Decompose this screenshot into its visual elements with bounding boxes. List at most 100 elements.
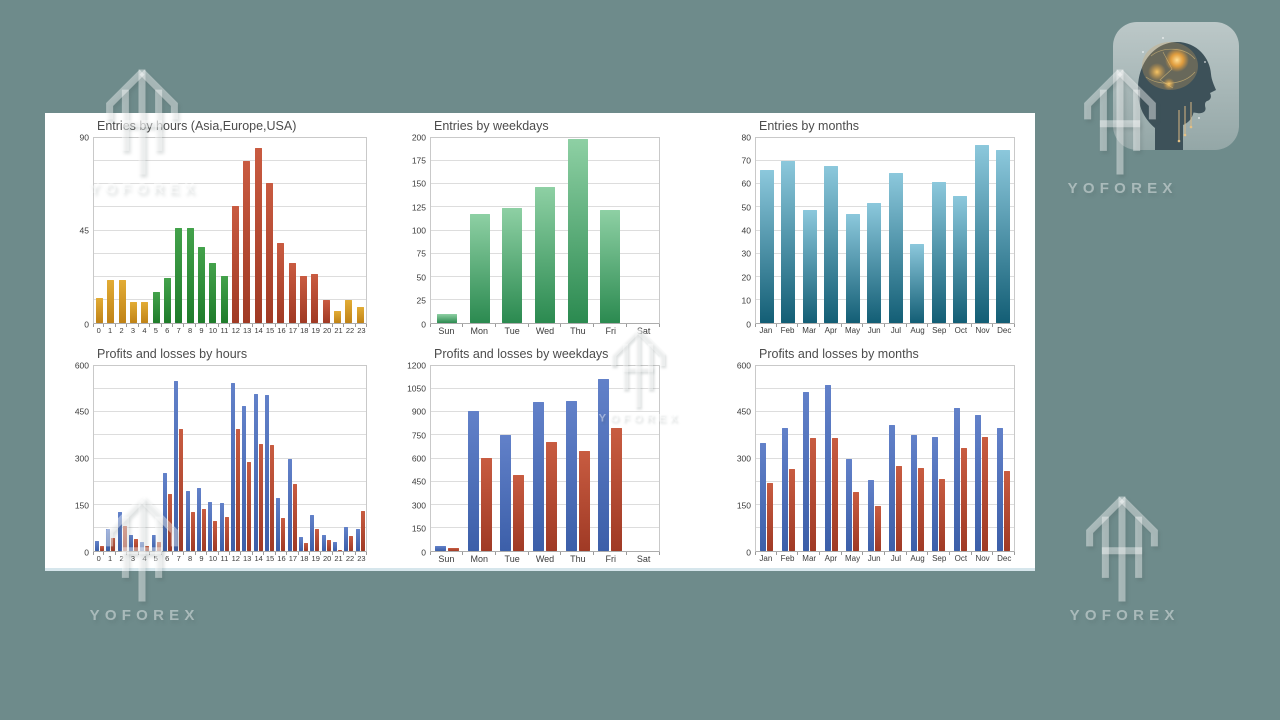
bar-group	[241, 138, 252, 323]
x-axis-label: Dec	[993, 324, 1015, 338]
bar-group	[321, 138, 332, 323]
bar	[996, 149, 1011, 323]
chart-title: Profits and losses by weekdays	[434, 347, 609, 361]
bar	[118, 279, 126, 323]
x-axis-label: Feb	[777, 324, 799, 338]
bar-group	[561, 138, 594, 323]
bar	[130, 302, 138, 323]
x-axis-label: Thu	[561, 324, 595, 338]
y-axis-label: 30	[741, 248, 751, 259]
watermark-text: YOFOREX	[89, 607, 200, 624]
bar	[974, 144, 989, 323]
x-axis-label: Mon	[463, 552, 496, 566]
y-axis-label: 40	[741, 225, 751, 236]
bar-group	[950, 366, 972, 551]
x-axis-label: 19	[310, 552, 322, 566]
bar-profits	[321, 534, 326, 551]
watermark-text: YOFOREX	[1069, 607, 1180, 624]
bar-group	[799, 138, 821, 323]
bar-group	[173, 366, 184, 551]
bar	[356, 306, 364, 323]
y-axis-label: 750	[411, 429, 426, 440]
bar	[243, 160, 251, 323]
x-axis-label: May	[842, 324, 864, 338]
grid-line	[431, 388, 659, 390]
grid-line	[431, 434, 659, 436]
bar-group	[529, 138, 562, 323]
bar-group	[594, 366, 627, 551]
bar-group	[864, 138, 886, 323]
bar-losses	[134, 539, 139, 551]
y-axis-label: 0	[421, 318, 426, 329]
y-axis-label: 600	[736, 359, 751, 370]
x-axis: 0 1 2 3 4 5 6 7 8 9 10 11 12 13 14 15 16 17 18 19 20 21 22 23	[93, 324, 368, 338]
bar-losses	[224, 516, 229, 551]
bar-group	[821, 138, 843, 323]
bar-group	[196, 366, 207, 551]
chart-entries-by-months: Entries by months 0 10 20 30 40 50 60 70 80 Jan F…	[729, 115, 1015, 338]
bar-group	[185, 138, 196, 323]
bar-profits	[163, 473, 168, 551]
x-axis: Jan Feb Mar Apr May Jun Jul Aug Sep Oct Nov Dec	[755, 552, 1015, 566]
bar-group	[626, 366, 659, 551]
grid-line	[756, 503, 1014, 505]
bar-group	[907, 366, 929, 551]
bar-profits	[265, 395, 270, 551]
bar	[802, 209, 817, 323]
yoforex-app-icon	[1113, 22, 1239, 150]
y-axis-label: 175	[411, 155, 426, 166]
bar-group	[94, 366, 105, 551]
bar-profits	[824, 384, 831, 551]
bar-losses	[213, 520, 218, 551]
x-axis-label: 9	[196, 552, 208, 566]
grid-line	[94, 275, 366, 277]
bar-profits	[185, 490, 190, 551]
bar-group	[431, 366, 464, 551]
x-axis-label: 1	[104, 552, 116, 566]
x-axis-label: 16	[276, 324, 288, 338]
bar-group	[431, 138, 464, 323]
bar-losses	[122, 526, 127, 551]
grid-line	[94, 160, 366, 162]
chart-entries-by-hours: Entries by hours (Asia,Europe,USA) 0 45 90…	[67, 115, 368, 338]
bar-group	[343, 138, 354, 323]
bar-group	[626, 138, 659, 323]
bar-losses	[338, 549, 343, 551]
bar	[266, 183, 274, 323]
y-axis-label: 150	[74, 500, 89, 510]
bar-group	[253, 138, 264, 323]
x-axis: Sun Mon Tue Wed Thu Fri Sat	[430, 324, 660, 338]
x-axis-label: 0	[93, 324, 105, 338]
bar-group	[355, 138, 366, 323]
grid-line	[756, 229, 1014, 231]
bar-losses	[349, 535, 354, 551]
grid-line	[94, 503, 366, 505]
y-axis-label: 450	[736, 406, 751, 417]
bar-group	[885, 366, 907, 551]
bar	[345, 300, 353, 323]
bar	[186, 228, 194, 323]
bar-group	[778, 138, 800, 323]
bar-group	[219, 366, 230, 551]
y-axis: 0 25 50 75 100 125 150 175 200	[404, 133, 430, 328]
plot-area	[430, 365, 660, 552]
bar-losses	[960, 447, 967, 551]
bar-group	[105, 366, 116, 551]
y-axis-label: 100	[411, 225, 426, 236]
grid-line	[94, 206, 366, 208]
brain-head-logo-icon	[1113, 22, 1239, 150]
x-axis-label: 11	[219, 552, 231, 566]
bar-profits	[435, 545, 447, 551]
grid-line	[756, 480, 1014, 482]
bar-group	[799, 366, 821, 551]
y-axis-label: 90	[79, 131, 89, 142]
bar-losses	[578, 450, 590, 551]
x-axis-label: Apr	[820, 552, 842, 566]
bar-group	[196, 138, 207, 323]
bar-profits	[219, 502, 224, 551]
bar-group	[128, 366, 139, 551]
y-axis: 0 10 20 30 40 50 60 70 80	[729, 133, 755, 328]
bar-profits	[151, 534, 156, 551]
bar-group	[343, 366, 354, 551]
